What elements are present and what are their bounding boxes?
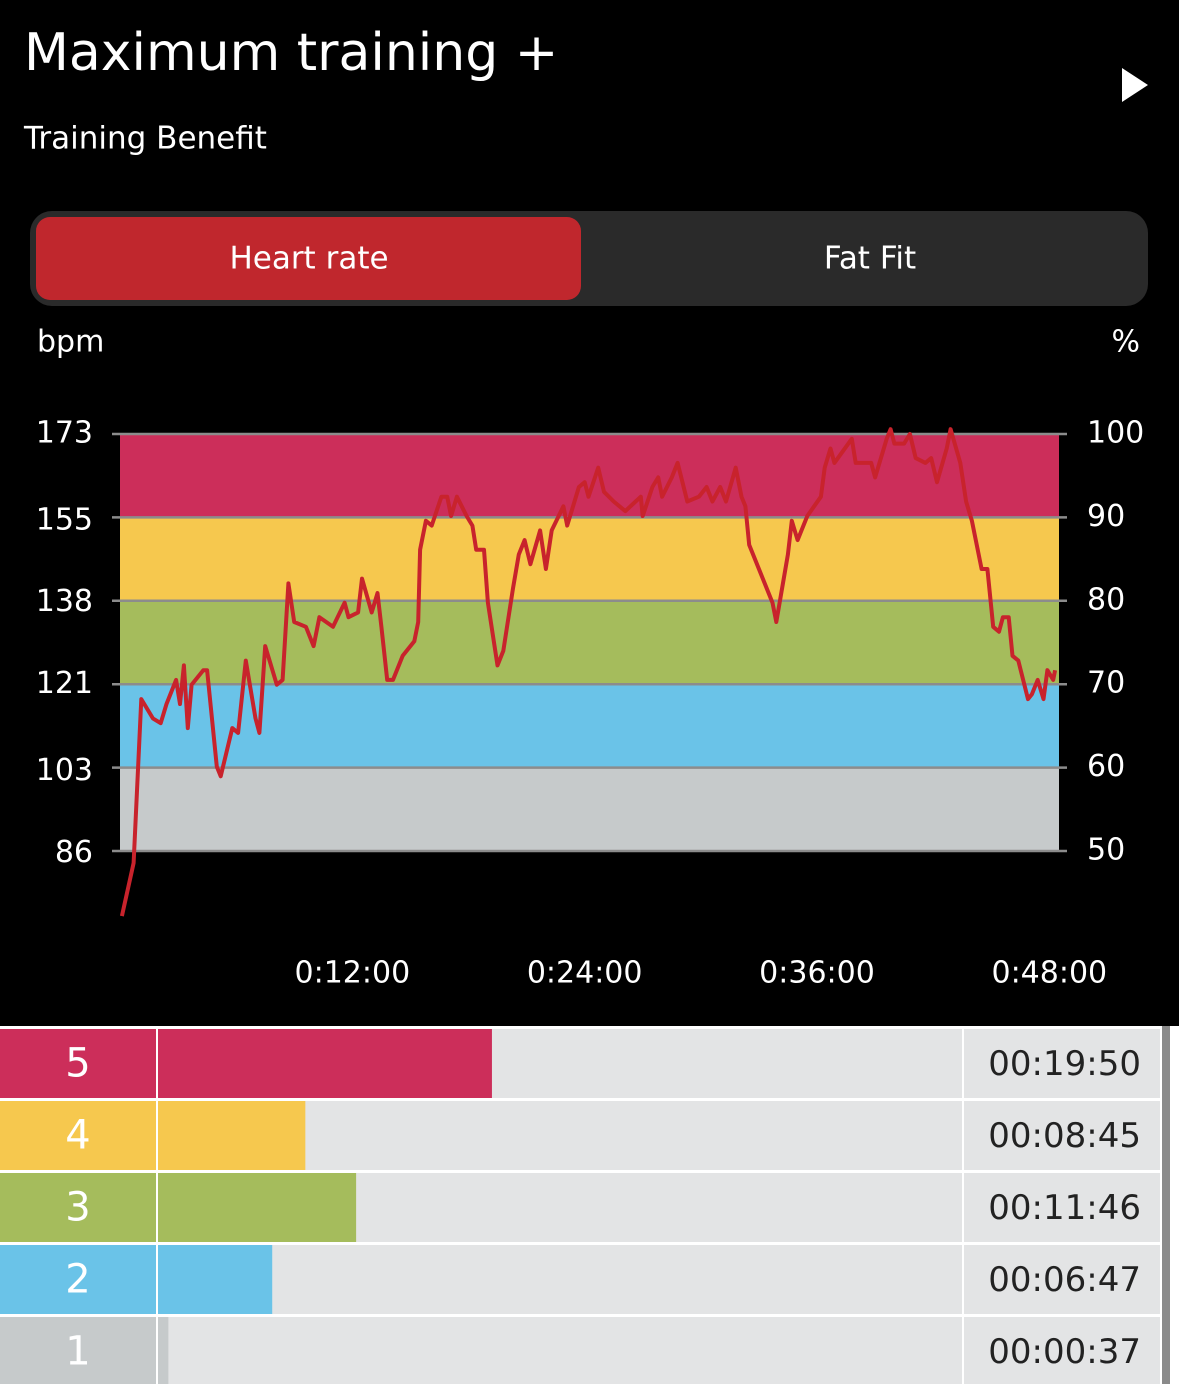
zone-time: 00:11:46 [988,1188,1141,1228]
scrollbar [1162,1026,1170,1384]
tab-heart-rate[interactable]: Heart rate [229,241,388,277]
zone-time: 00:06:47 [988,1260,1141,1300]
y-tick-label: 173 [36,416,93,451]
zone-cell [0,1173,156,1242]
zone-cell [0,1101,156,1170]
y2-axis-label: % [1111,325,1140,360]
y-tick-label: 138 [36,584,93,619]
zone-number: 3 [65,1185,90,1231]
zone-time: 00:19:50 [988,1044,1141,1084]
time-cell [964,1029,1160,1098]
zone-bar [158,1029,492,1098]
y-axis-label: bpm [37,325,104,360]
y2-tick-label: 90 [1087,499,1125,534]
zone-time: 00:08:45 [988,1116,1141,1156]
zone-band [120,434,1059,518]
time-cell [964,1245,1160,1314]
y2-tick-label: 70 [1087,666,1125,701]
time-cell [964,1173,1160,1242]
zone-bar [158,1245,273,1314]
zone-number: 2 [65,1257,90,1303]
x-tick-label: 0:48:00 [991,956,1107,991]
zone-cell [0,1245,156,1314]
zone-time: 00:00:37 [988,1332,1141,1372]
zone-band [120,684,1059,768]
zone-band [120,600,1059,685]
subtitle: Training Benefit [23,121,267,157]
tab-fat-fit[interactable]: Fat Fit [824,241,916,277]
time-cell [964,1317,1160,1384]
x-tick-label: 0:36:00 [759,956,875,991]
play-button[interactable] [1122,68,1148,102]
bar-track [158,1245,962,1314]
time-cell [964,1101,1160,1170]
zone-number: 1 [65,1329,90,1375]
x-tick-label: 0:24:00 [527,956,643,991]
heart-rate-line [119,427,1058,917]
y-tick-label: 121 [36,666,93,701]
y2-tick-label: 50 [1087,833,1125,868]
y-tick-label: 155 [36,502,93,537]
zone-bar [158,1317,169,1384]
zone-bar [158,1173,357,1242]
x-tick-label: 0:12:00 [295,956,411,991]
tab-active[interactable] [36,217,581,300]
zone-cell [0,1029,156,1098]
bar-track [158,1317,962,1384]
y2-tick-label: 80 [1087,582,1125,617]
zone-band [120,517,1059,601]
zone-number: 4 [65,1113,90,1159]
zone-band [120,767,1059,851]
zone-cell [0,1317,156,1384]
zone-number: 5 [65,1041,90,1087]
title: Maximum training + [24,23,558,83]
zone-bar [158,1101,306,1170]
y2-tick-label: 100 [1087,416,1144,451]
y-tick-label: 86 [55,835,93,870]
y2-tick-label: 60 [1087,749,1125,784]
y-tick-label: 103 [36,753,93,788]
